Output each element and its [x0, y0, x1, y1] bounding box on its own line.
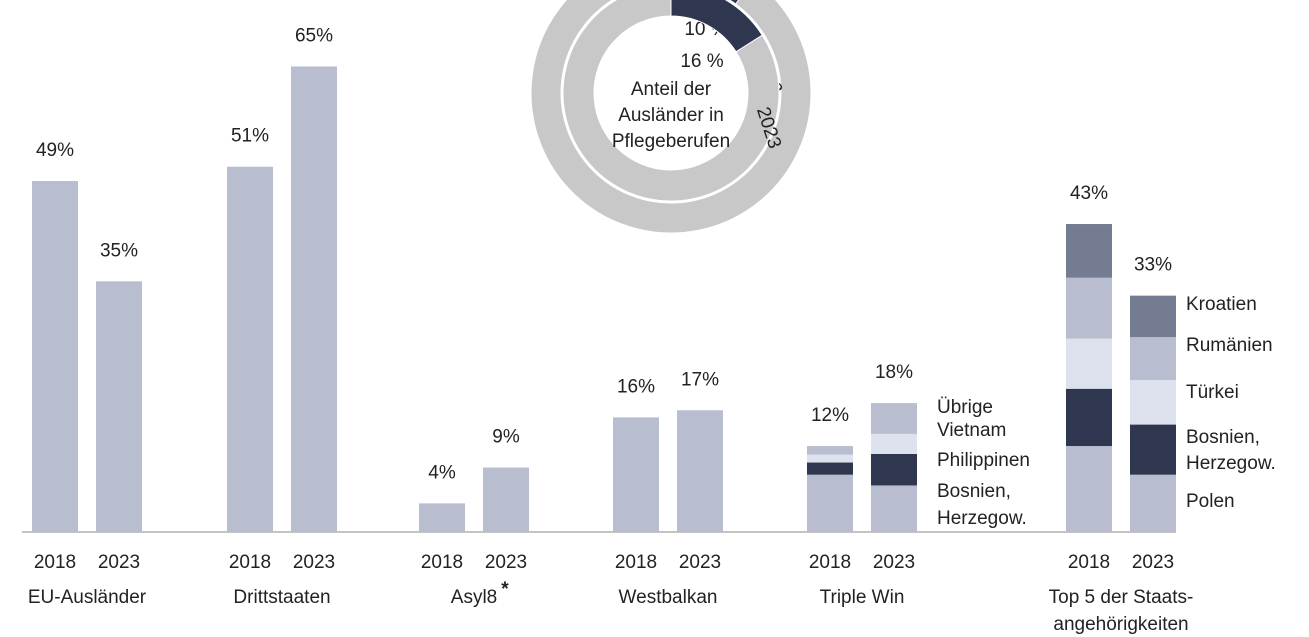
- legend-label: Kroatien: [1186, 294, 1257, 315]
- value-label: 18%: [875, 362, 913, 383]
- bar: [291, 66, 337, 532]
- bar-segment: [807, 462, 853, 475]
- donut-segment: [670, 0, 763, 53]
- legend-label: Türkei: [1186, 382, 1239, 403]
- legend-label: Übrige: [937, 397, 993, 418]
- legend-label: Bosnien,: [937, 481, 1011, 502]
- bar: [419, 503, 465, 532]
- group-label: Asyl8: [451, 587, 497, 608]
- bar-segment: [871, 403, 917, 434]
- bar-segment: [1066, 277, 1112, 339]
- value-label: 51%: [231, 126, 269, 147]
- donut-rest: [530, 0, 812, 234]
- bar-segment: [871, 433, 917, 454]
- group-label: Westbalkan: [619, 587, 718, 608]
- bar-segment: [807, 474, 853, 532]
- bar: [613, 417, 659, 532]
- legend-label: Vietnam: [937, 420, 1006, 441]
- x-tick-label: 2018: [229, 552, 271, 573]
- bar-segment: [807, 454, 853, 463]
- x-tick-label: 2023: [679, 552, 721, 573]
- bar-segment: [1130, 337, 1176, 381]
- bar-segment: [871, 453, 917, 486]
- donut-center-label: Anteil der: [631, 79, 712, 100]
- bar-segment: [807, 446, 853, 455]
- legend-label: Herzegow.: [1186, 453, 1276, 474]
- x-tick-label: 2023: [293, 552, 335, 573]
- bar-segment: [1066, 446, 1112, 532]
- legend-label: Herzegow.: [937, 508, 1027, 529]
- x-tick-label: 2018: [34, 552, 76, 573]
- value-label: 17%: [681, 369, 719, 390]
- x-tick-label: 2018: [421, 552, 463, 573]
- value-label: 4%: [428, 462, 456, 483]
- group-label: EU-Ausländer: [28, 587, 147, 608]
- value-label: 16%: [617, 376, 655, 397]
- footnote-marker: *: [501, 579, 509, 600]
- value-label: 43%: [1070, 183, 1108, 204]
- donut-rest: [562, 0, 780, 202]
- bar-segment: [1130, 380, 1176, 425]
- bar: [96, 281, 142, 532]
- group-label: Triple Win: [820, 587, 905, 608]
- bar-segment: [871, 485, 917, 532]
- donut-center-label: Pflegeberufen: [612, 131, 730, 152]
- value-label: 65%: [295, 25, 333, 46]
- x-tick-label: 2023: [98, 552, 140, 573]
- bar: [32, 181, 78, 532]
- bar-segment: [1130, 424, 1176, 475]
- bar-segment: [1130, 295, 1176, 338]
- donut-segment: [728, 0, 740, 5]
- x-tick-label: 2018: [615, 552, 657, 573]
- legend-label: Rumänien: [1186, 335, 1273, 356]
- x-tick-label: 2023: [485, 552, 527, 573]
- legend-label: Bosnien,: [1186, 427, 1260, 448]
- donut-value-label: 16 %: [680, 51, 723, 72]
- legend-label: Polen: [1186, 491, 1235, 512]
- bar: [227, 166, 273, 532]
- value-label: 9%: [492, 427, 520, 448]
- bar-segment: [1066, 338, 1112, 389]
- value-label: 35%: [100, 240, 138, 261]
- group-label: Drittstaaten: [233, 587, 330, 608]
- group-label: angehörigkeiten: [1053, 614, 1188, 635]
- value-label: 33%: [1134, 255, 1172, 276]
- x-tick-label: 2023: [873, 552, 915, 573]
- bar: [677, 410, 723, 532]
- x-tick-label: 2018: [1068, 552, 1110, 573]
- legend-label: Philippinen: [937, 450, 1030, 471]
- bar-segment: [1066, 388, 1112, 447]
- bar-segment: [1066, 224, 1112, 278]
- x-tick-label: 2018: [809, 552, 851, 573]
- bar-segment: [1130, 474, 1176, 532]
- value-label: 49%: [36, 140, 74, 161]
- group-label: Top 5 der Staats-: [1049, 587, 1194, 608]
- donut-center-label: Ausländer in: [618, 105, 724, 126]
- x-tick-label: 2023: [1132, 552, 1174, 573]
- value-label: 12%: [811, 405, 849, 426]
- bar: [483, 467, 529, 532]
